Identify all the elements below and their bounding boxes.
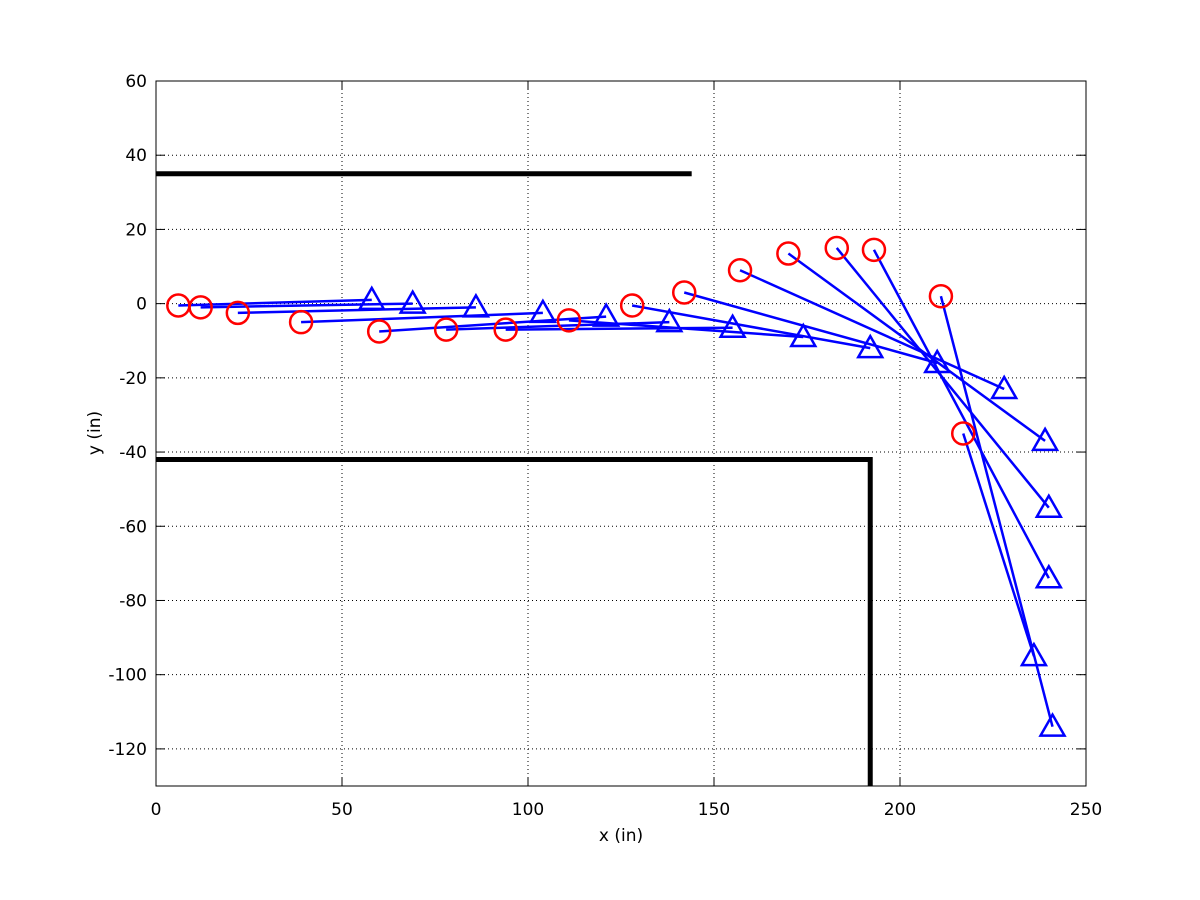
x-tick-label: 50 [331, 800, 353, 820]
y-tick-label: -60 [119, 517, 147, 537]
start-marker [225, 300, 251, 326]
end-marker [1034, 493, 1063, 518]
start-marker [493, 317, 518, 342]
end-marker [856, 333, 885, 359]
end-marker [789, 322, 818, 348]
plot-frame [155, 80, 1087, 787]
end-markers [357, 285, 1067, 737]
correspondence-line [568, 319, 804, 339]
end-marker [528, 298, 558, 324]
correspondence-line [446, 320, 670, 331]
axis-ticks [155, 80, 1087, 786]
start-marker [188, 295, 213, 320]
x-tick-label: 200 [884, 800, 916, 820]
y-tick-labels: -120 -100 -80 -60 -40 -20 0 20 40 60 [108, 72, 147, 760]
correspondence-line [872, 249, 1050, 579]
end-marker [1034, 563, 1063, 589]
walls [156, 171, 873, 786]
x-tick-label: 150 [698, 800, 730, 820]
correspondence-line [683, 291, 938, 365]
y-tick-label: -40 [119, 443, 147, 463]
start-marker [619, 293, 645, 318]
y-tick-label: -20 [119, 369, 147, 389]
y-tick-label: -80 [119, 591, 147, 611]
end-marker [357, 285, 386, 311]
end-marker [923, 348, 952, 374]
correspondence-line [237, 306, 476, 315]
start-marker [861, 237, 887, 263]
end-marker [461, 292, 491, 318]
start-marker [727, 257, 753, 283]
start-marker [671, 280, 697, 305]
y-tick-label: 40 [125, 146, 147, 166]
end-marker [1030, 426, 1060, 452]
start-marker [433, 317, 459, 342]
start-marker [288, 309, 314, 335]
start-marker [950, 421, 976, 446]
y-tick-label: 20 [125, 220, 147, 240]
x-tick-labels: 0 50 100 150 200 250 [151, 800, 1103, 820]
y-axis-label: y (in) [85, 411, 105, 455]
correspondence-line [301, 311, 543, 324]
start-marker [928, 283, 954, 309]
correspondence-line [379, 315, 607, 333]
y-tick-label: -100 [108, 666, 147, 686]
y-tick-label: -120 [108, 740, 147, 760]
end-marker [655, 307, 684, 333]
correspondence-line [200, 302, 413, 309]
correspondence-line [962, 433, 1036, 657]
y-tick-label: 0 [136, 295, 147, 315]
x-axis-label: x (in) [599, 826, 643, 846]
x-tick-label: 100 [512, 800, 544, 820]
y-tick-label: 60 [125, 72, 147, 92]
plot-area [155, 80, 1087, 787]
end-marker [718, 313, 747, 338]
start-marker [556, 308, 582, 333]
start-marker [366, 319, 392, 344]
wall-line [156, 456, 873, 786]
x-tick-label: 250 [1070, 800, 1102, 820]
start-marker [776, 241, 801, 266]
end-marker [990, 374, 1019, 400]
end-marker [1019, 641, 1049, 667]
start-marker [824, 235, 850, 261]
end-marker [591, 302, 621, 327]
end-marker [398, 289, 427, 314]
end-marker [1038, 712, 1067, 737]
start-markers [166, 235, 976, 446]
x-tick-label: 0 [151, 800, 162, 820]
